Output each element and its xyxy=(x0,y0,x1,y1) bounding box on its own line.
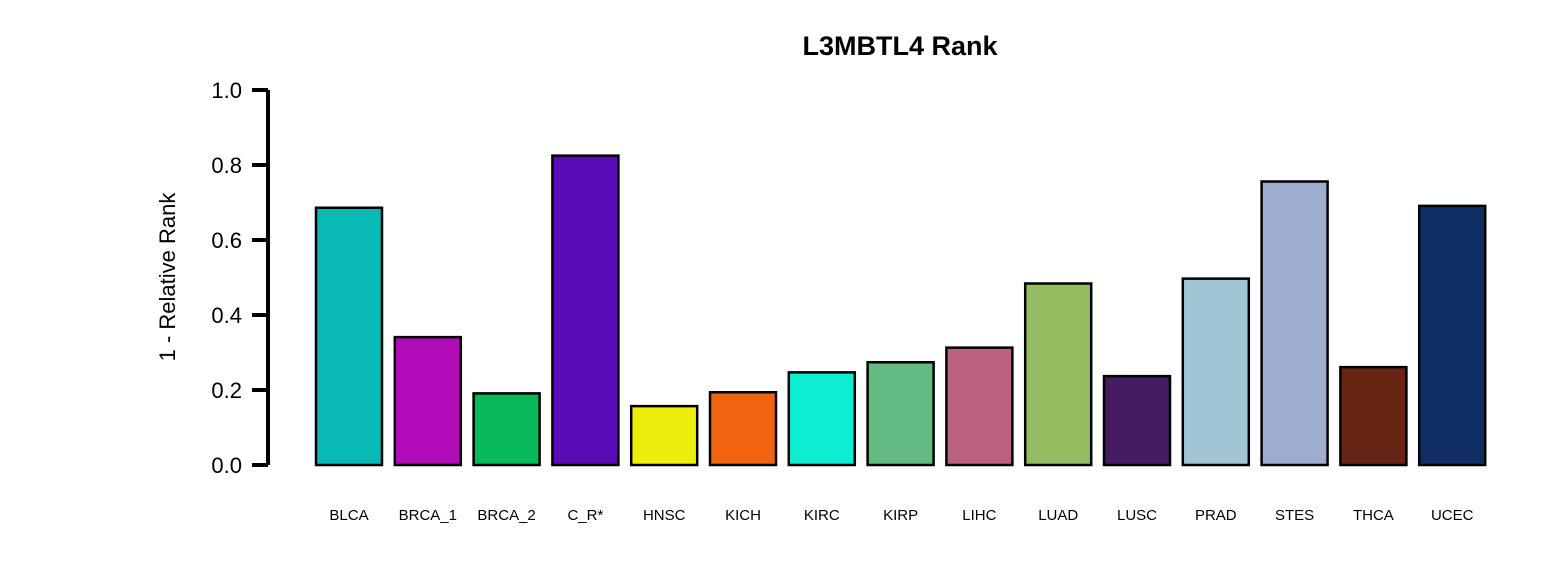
x-tick-label: KIRC xyxy=(804,507,840,524)
y-tick-label: 0.4 xyxy=(211,303,242,328)
bar-hnsc xyxy=(629,404,699,467)
bar-stes xyxy=(1260,180,1329,467)
x-tick-label: BLCA xyxy=(329,507,368,524)
x-tick-label: BRCA_1 xyxy=(399,507,457,524)
x-tick-label: BRCA_2 xyxy=(477,507,535,524)
y-tick-label: 1.0 xyxy=(211,78,242,103)
bar-lusc xyxy=(1102,374,1172,467)
y-axis: 0.0 0.2 0.4 0.6 0.8 1.0 xyxy=(211,78,270,478)
x-tick-label: HNSC xyxy=(643,507,686,524)
bar-lihc xyxy=(945,346,1014,467)
bar-brca-2 xyxy=(472,392,541,467)
x-tick-label: LUSC xyxy=(1117,507,1157,524)
bar-thca xyxy=(1339,365,1408,467)
y-tick-label: 0.8 xyxy=(211,153,242,178)
x-tick-label: LIHC xyxy=(962,507,996,524)
x-tick-label: PRAD xyxy=(1195,507,1237,524)
bar-c-r xyxy=(551,154,620,467)
chart-title: L3MBTL4 Rank xyxy=(802,31,998,61)
y-tick-label: 0.2 xyxy=(211,378,242,403)
bar-luad xyxy=(1023,282,1093,467)
x-tick-labels: BLCA BRCA_1 BRCA_2 C_R* HNSC KICH KIRC KIRP LIHC… xyxy=(329,507,1473,524)
bar-kirc xyxy=(787,371,857,467)
x-tick-label: C_R* xyxy=(567,507,603,524)
bar-prad xyxy=(1181,277,1251,467)
bars xyxy=(314,154,1487,467)
y-tick-label: 0.0 xyxy=(211,453,242,478)
x-tick-label: LUAD xyxy=(1038,507,1078,524)
x-tick-label: UCEC xyxy=(1431,507,1474,524)
bar-brca-1 xyxy=(393,335,463,467)
y-axis-label: 1 - Relative Rank xyxy=(155,192,180,362)
bar-kich xyxy=(708,391,778,467)
bar-blca xyxy=(314,206,384,467)
x-tick-label: KICH xyxy=(725,507,761,524)
x-tick-label: STES xyxy=(1275,507,1314,524)
y-tick-label: 0.6 xyxy=(211,228,242,253)
bar-kirp xyxy=(866,361,935,467)
x-tick-label: THCA xyxy=(1353,507,1394,524)
x-tick-label: KIRP xyxy=(883,507,918,524)
bar-ucec xyxy=(1417,204,1487,467)
